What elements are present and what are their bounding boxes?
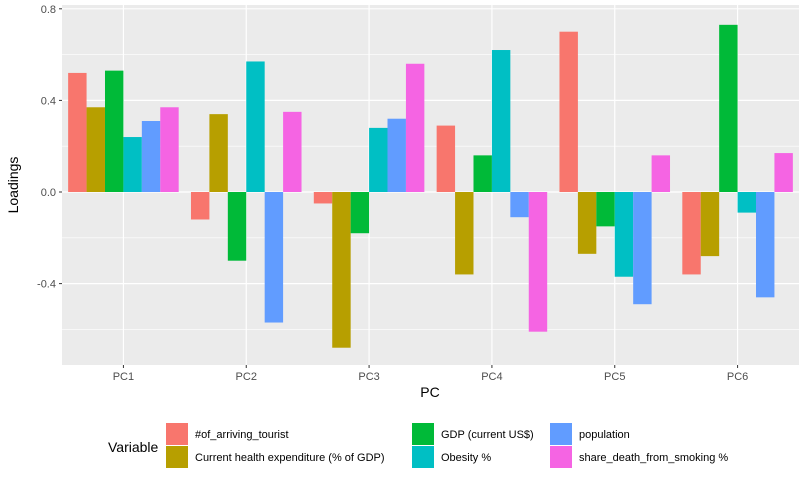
bar [264,192,284,323]
bar [473,155,492,192]
y-axis-title: Loadings [5,157,21,214]
bar [387,118,406,192]
bar [510,192,529,218]
x-tick-label: PC4 [481,371,502,383]
bar [227,192,247,261]
bar [651,155,671,192]
bar [123,137,142,192]
bar [700,192,720,257]
bar [528,192,548,332]
bar [209,114,228,192]
x-tick-label: PC5 [604,371,625,383]
x-axis-title: PC [420,384,439,400]
legend-label: population [579,429,630,441]
bar [596,192,615,227]
y-tick-label: 0.4 [41,95,56,107]
bar [86,107,105,192]
legend-title: Variable [108,439,159,455]
bar [756,192,775,298]
legend-key [166,446,188,468]
x-tick-label: PC6 [727,371,748,383]
bar [774,153,793,192]
legend-label: share_death_from_smoking % [579,452,728,464]
bar [104,70,124,192]
y-axis: -0.4 0.0 0.4 0.8 [37,4,62,291]
bar [719,24,738,192]
bar [577,192,597,254]
legend-label: Current health expenditure (% of GDP) [195,452,385,464]
legend-key [412,446,434,468]
legend-label: Obesity % [441,452,491,464]
legend: Variable #of_arriving_tourist Current hea… [108,423,728,468]
x-tick-label: PC3 [358,371,379,383]
x-tick-label: PC1 [113,371,134,383]
legend-key [412,423,434,445]
bar [633,192,652,305]
bar [491,50,511,192]
bar [682,192,701,275]
x-axis: PC1 PC2 PC3 PC4 PC5 PC6 [113,365,748,383]
bar [405,63,425,193]
legend-label: GDP (current US$) [441,429,534,441]
bars [68,24,793,348]
x-tick-label: PC2 [236,371,257,383]
legend-key [166,423,188,445]
bar [737,192,757,213]
y-tick-label: 0.0 [41,187,56,199]
bar [614,192,634,277]
legend-key [550,423,572,445]
legend-label: #of_arriving_tourist [195,429,289,441]
y-tick-label: -0.4 [37,279,56,291]
bar [283,111,302,192]
bar [559,31,578,193]
bar [190,192,210,220]
bar [369,127,388,192]
bar [313,192,333,204]
y-tick-label: 0.8 [41,4,56,16]
bar [68,72,87,192]
bar [350,192,370,234]
bar [160,107,179,192]
panel-background [62,5,799,365]
bar [141,121,161,192]
bar [455,192,474,275]
legend-key [550,446,572,468]
bar [246,61,265,192]
bar [332,192,351,348]
bar [436,125,456,192]
